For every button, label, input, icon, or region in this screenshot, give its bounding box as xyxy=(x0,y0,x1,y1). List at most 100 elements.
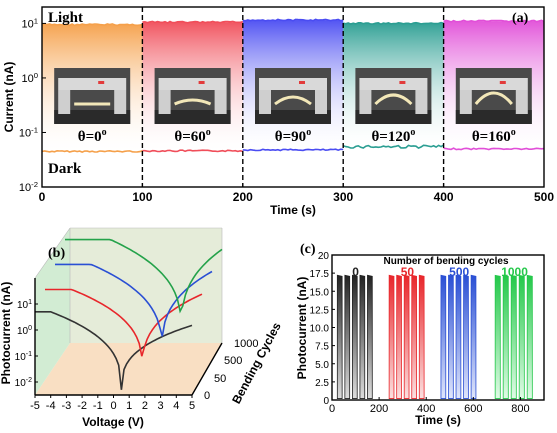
panel-c-ytick-label: 15.0 xyxy=(310,287,330,298)
light-current-line-1 xyxy=(142,20,243,24)
panel-b-z-axis xyxy=(191,342,223,396)
photo-caliper-beam xyxy=(259,78,327,90)
panel-b-xtick-label: 1 xyxy=(126,400,132,412)
angle-label-2: θ=90o xyxy=(275,127,311,145)
angle-label-1: θ=60o xyxy=(174,127,210,145)
photo-flexible-device xyxy=(474,91,513,105)
photo-led xyxy=(98,81,105,84)
photo-caliper-beam xyxy=(359,78,428,90)
photocurrent-pulse-0 xyxy=(351,274,358,399)
cycle-group-label-50: 50 xyxy=(401,265,415,279)
panel-a-xtick-label: 400 xyxy=(434,190,454,204)
panel-b-left-wall xyxy=(35,228,70,395)
panel-c-ytick-label: 2.5 xyxy=(315,378,329,389)
photocurrent-pulse-50 xyxy=(418,274,425,399)
photo-table xyxy=(255,110,331,124)
device-photo-4 xyxy=(455,68,532,124)
photocurrent-pulse-0 xyxy=(344,274,351,399)
photo-caliper-jaw-left xyxy=(359,90,372,114)
panel-b-ytick-label: 10-2 xyxy=(15,377,32,389)
panel-a-xtick-label: 100 xyxy=(132,190,152,204)
photocurrent-pulse-1000 xyxy=(510,274,517,399)
panel-b-ztick-label: 50 xyxy=(214,373,226,385)
panel-a-xtick-label: 200 xyxy=(233,190,253,204)
light-current-line-4 xyxy=(443,19,545,23)
panel-a-xtick-label: 300 xyxy=(333,190,353,204)
device-photo-1 xyxy=(154,68,231,124)
cycle-group-label-0: 0 xyxy=(352,265,359,279)
photo-table xyxy=(355,110,432,124)
panel-a-xtick-label: 500 xyxy=(534,190,554,204)
cycle-group-label-500: 500 xyxy=(449,265,469,279)
panel-b-label: (b) xyxy=(48,246,65,261)
panel-a-ytick-label: 100 xyxy=(21,71,38,85)
dark-current-line-4 xyxy=(443,147,545,151)
photocurrent-pulse-500 xyxy=(455,274,462,399)
photocurrent-pulse-1000 xyxy=(494,274,501,399)
panel-b-ylabel: Photocurrent (nA) xyxy=(0,282,13,385)
photo-caliper-jaw-left xyxy=(259,90,271,114)
photo-caliper-jaw-left xyxy=(158,90,171,114)
panel-b-xtick-label: 4 xyxy=(173,400,179,412)
iv-curve-1000 xyxy=(65,238,223,314)
photo-caliper-jaw-right xyxy=(515,90,528,114)
photocurrent-pulse-1000 xyxy=(518,274,525,399)
photo-led xyxy=(499,81,506,84)
dark-current-line-1 xyxy=(142,149,243,153)
panel-c-xtick-label: 600 xyxy=(464,403,482,415)
device-photo-0 xyxy=(54,68,131,124)
panel-b-xtick-label: 2 xyxy=(142,400,148,412)
panel-c-ytick-label: 0 xyxy=(323,396,329,407)
photocurrent-pulse-500 xyxy=(470,274,477,399)
panel-b-xtick-label: -2 xyxy=(77,400,87,412)
photocurrent-pulse-0 xyxy=(336,274,343,399)
photo-caliper-jaw-left xyxy=(58,90,71,114)
photo-caliper-beam xyxy=(459,78,528,90)
panel-b-xtick-label: -5 xyxy=(30,400,40,412)
panel-a-ytick-label: 10-2 xyxy=(19,180,38,194)
cycle-group-label-1000: 1000 xyxy=(501,265,528,279)
dark-current-line-2 xyxy=(242,148,344,152)
panel-b-xtick-label: -3 xyxy=(62,400,72,412)
panel-c-ytick-label: 12.5 xyxy=(310,305,330,316)
photocurrent-pulse-1000 xyxy=(526,274,533,399)
iv-curve-500 xyxy=(55,263,213,337)
light-current-line-3 xyxy=(343,21,444,26)
panel-c-ytick-label: 5.0 xyxy=(315,360,329,371)
photocurrent-pulse-500 xyxy=(440,274,447,399)
panel-c-xtick-label: 800 xyxy=(511,403,529,415)
device-photo-2 xyxy=(255,68,331,124)
photocurrent-pulse-500 xyxy=(463,274,469,399)
photo-caliper-jaw-right xyxy=(415,90,428,114)
photo-flexible-device xyxy=(274,95,312,106)
panel-b-ytick-label: 100 xyxy=(17,325,32,337)
panel-c-ytick-label: 17.5 xyxy=(310,269,330,280)
photo-caliper-beam xyxy=(158,78,227,90)
panel-c-ytick-label: 10.0 xyxy=(310,324,330,335)
photo-caliper-jaw-right xyxy=(214,90,227,114)
light-current-line-2 xyxy=(242,18,344,22)
panel-b-ztick-label: 0 xyxy=(204,390,210,402)
angle-label-4: θ=160o xyxy=(472,127,516,145)
photo-table xyxy=(455,110,532,124)
panel-c-ytick-label: 7.5 xyxy=(315,342,329,353)
photocurrent-pulse-50 xyxy=(388,274,395,399)
panel-c-xtick-label: 0 xyxy=(329,403,335,415)
photo-table xyxy=(154,110,231,124)
photo-flexible-device xyxy=(374,93,413,106)
photocurrent-pulse-0 xyxy=(367,274,373,399)
dark-annotation: Dark xyxy=(48,161,82,177)
photo-led xyxy=(399,81,406,84)
panel-a-xlabel: Time (s) xyxy=(270,203,316,217)
panel-b-ztick-label: 500 xyxy=(224,355,242,367)
panel-c-label: (c) xyxy=(300,242,316,257)
light-annotation: Light xyxy=(48,10,83,26)
panel-b-floor-plane xyxy=(35,343,222,395)
panel-b-ztick-label: 1000 xyxy=(234,338,258,350)
panel-b-back-wall xyxy=(70,228,222,343)
angle-label-3: θ=120o xyxy=(371,127,415,145)
panel-b-xtick-label: 3 xyxy=(158,400,164,412)
panel-c-xtick-label: 200 xyxy=(370,403,388,415)
photo-caliper-jaw-right xyxy=(315,90,327,114)
